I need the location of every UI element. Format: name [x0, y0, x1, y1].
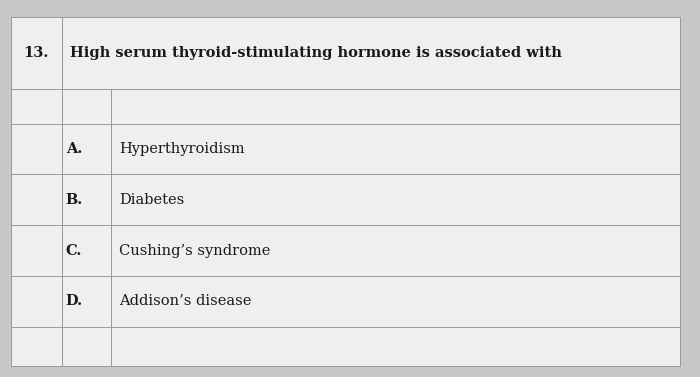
Text: B.: B. [66, 193, 83, 207]
Text: Hyperthyroidism: Hyperthyroidism [119, 142, 244, 156]
Text: A.: A. [66, 142, 82, 156]
Text: Cushing’s syndrome: Cushing’s syndrome [119, 244, 270, 257]
Text: D.: D. [66, 294, 83, 308]
Text: C.: C. [66, 244, 82, 257]
Text: High serum thyroid-stimulating hormone is associated with: High serum thyroid-stimulating hormone i… [70, 46, 562, 60]
Text: Addison’s disease: Addison’s disease [119, 294, 251, 308]
Text: 13.: 13. [23, 46, 49, 60]
Text: Diabetes: Diabetes [119, 193, 184, 207]
